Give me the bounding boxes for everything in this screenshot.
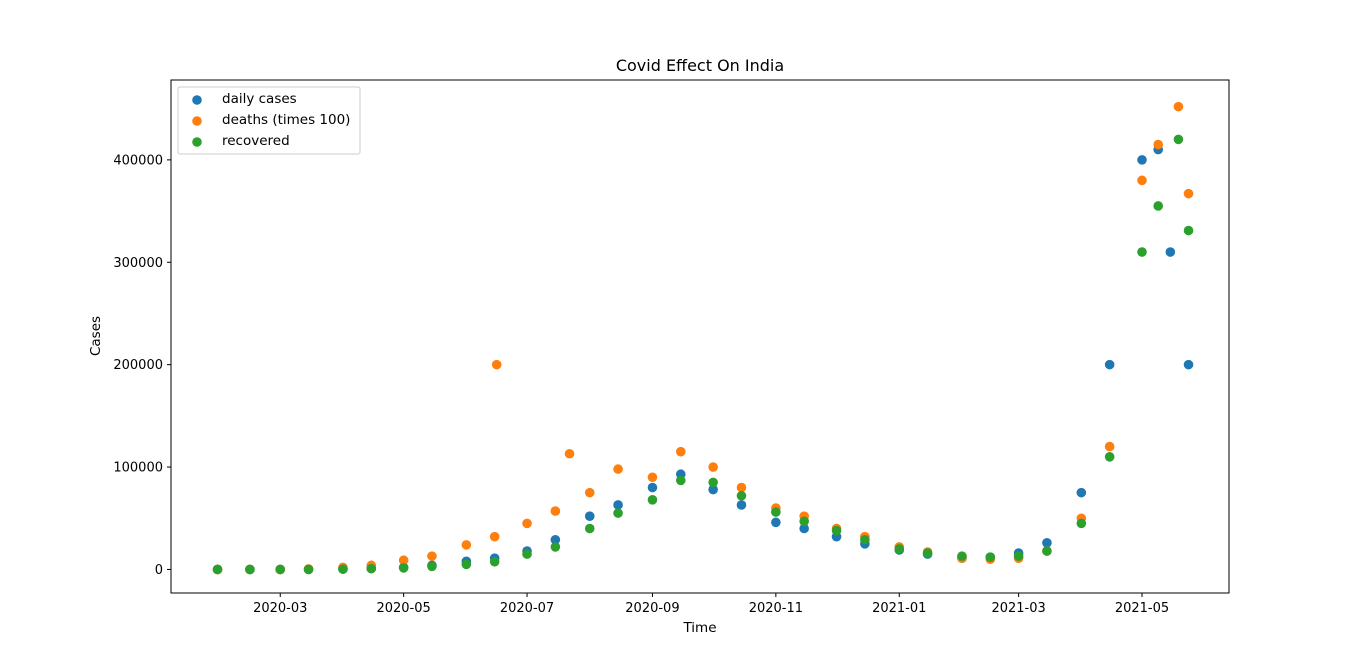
recovered-point <box>771 507 781 517</box>
deaths-point <box>427 551 437 561</box>
x-axis: 2020-03 2020-05 2020-07 2020-09 2020-11 2021-… <box>253 593 1169 616</box>
deaths-point <box>461 540 472 550</box>
recovered-point <box>212 564 223 575</box>
x-tick-label: 2020-11 <box>749 601 803 616</box>
deaths-point <box>398 555 409 566</box>
deaths-point <box>1137 175 1147 186</box>
recovered-point <box>338 564 348 574</box>
recovered-point <box>647 495 658 505</box>
x-tick-label: 2020-07 <box>500 601 554 616</box>
deaths-point <box>708 462 718 472</box>
legend-label-daily-cases: daily cases <box>222 91 297 107</box>
recovered-point <box>922 548 933 558</box>
x-axis-label: Time <box>682 620 716 636</box>
recovered-point <box>985 552 996 562</box>
recovered-point <box>831 525 842 536</box>
recovered-point <box>957 551 967 561</box>
recovered-point <box>1013 551 1024 561</box>
x-tick-label: 2021-01 <box>872 601 926 616</box>
recovered-point <box>366 563 377 574</box>
y-tick-label: 300000 <box>113 256 163 271</box>
recovered-point <box>550 542 561 552</box>
legend-label-deaths: deaths (times 100) <box>222 112 350 128</box>
recovered-point <box>613 508 623 518</box>
legend-marker-recovered <box>192 137 202 147</box>
legend-marker-daily-cases <box>192 95 202 105</box>
deaths-point <box>491 359 502 370</box>
recovered-point <box>860 534 870 545</box>
y-axis: 0 100000 200000 300000 400000 <box>113 153 171 578</box>
recovered-point <box>736 490 747 501</box>
deaths-point <box>613 464 623 474</box>
recovered-point <box>584 523 595 534</box>
deaths-point <box>647 472 658 483</box>
daily-cases-point <box>584 511 595 521</box>
recovered-point <box>894 544 905 554</box>
series-recovered <box>212 134 1194 575</box>
recovered-point <box>1153 201 1163 211</box>
recovered-point <box>489 556 500 567</box>
recovered-point <box>427 561 437 572</box>
legend-marker-deaths <box>192 116 202 126</box>
y-tick-label: 100000 <box>113 461 163 476</box>
recovered-point <box>675 475 686 486</box>
daily-cases-point <box>799 523 809 534</box>
chart-title: Covid Effect On India <box>616 56 784 75</box>
daily-cases-point <box>613 500 623 510</box>
daily-cases-point <box>550 534 561 545</box>
deaths-point <box>550 506 561 516</box>
recovered-point <box>303 564 314 575</box>
legend-label-recovered: recovered <box>222 133 290 149</box>
x-tick-label: 2020-09 <box>625 601 679 616</box>
deaths-point <box>1153 139 1163 150</box>
legend-box <box>177 86 361 155</box>
deaths-point <box>1173 101 1184 112</box>
deaths-point <box>522 518 532 529</box>
daily-cases-point <box>1076 487 1087 498</box>
daily-cases-point <box>708 484 718 495</box>
recovered-point <box>1173 134 1184 145</box>
recovered-point <box>1076 518 1087 529</box>
deaths-point <box>1183 188 1194 199</box>
recovered-point <box>1042 546 1052 556</box>
recovered-point <box>1183 225 1194 236</box>
recovered-point <box>799 516 809 527</box>
daily-cases-point <box>1183 359 1194 370</box>
daily-cases-point <box>647 482 658 493</box>
daily-cases-point <box>1165 247 1176 257</box>
daily-cases-point <box>1042 538 1052 548</box>
y-axis-label: Cases <box>88 316 104 356</box>
y-tick-label: 0 <box>155 563 163 578</box>
recovered-point <box>398 563 409 573</box>
daily-cases-point <box>1137 155 1147 165</box>
daily-cases-point <box>771 517 781 528</box>
deaths-point <box>1104 441 1115 452</box>
legend: daily cases deaths (times 100) recovered <box>177 86 361 155</box>
recovered-point <box>275 564 286 575</box>
deaths-point <box>736 482 747 493</box>
recovered-point <box>522 549 532 559</box>
recovered-point <box>1104 452 1115 462</box>
daily-cases-point <box>1104 359 1115 370</box>
deaths-point <box>489 531 500 542</box>
y-tick-label: 400000 <box>113 153 163 168</box>
deaths-point <box>675 446 686 457</box>
x-tick-label: 2021-03 <box>991 601 1045 616</box>
plot-frame <box>170 79 1230 594</box>
daily-cases-point <box>736 500 747 510</box>
data-layer <box>212 101 1194 575</box>
recovered-point <box>708 477 718 488</box>
recovered-point <box>245 564 255 575</box>
deaths-point <box>584 487 595 498</box>
recovered-point <box>1137 247 1147 257</box>
x-tick-label: 2020-05 <box>376 601 430 616</box>
x-tick-label: 2021-05 <box>1115 601 1169 616</box>
y-tick-label: 200000 <box>113 358 163 373</box>
recovered-point <box>461 559 472 570</box>
deaths-point <box>564 448 575 459</box>
x-tick-label: 2020-03 <box>253 601 307 616</box>
